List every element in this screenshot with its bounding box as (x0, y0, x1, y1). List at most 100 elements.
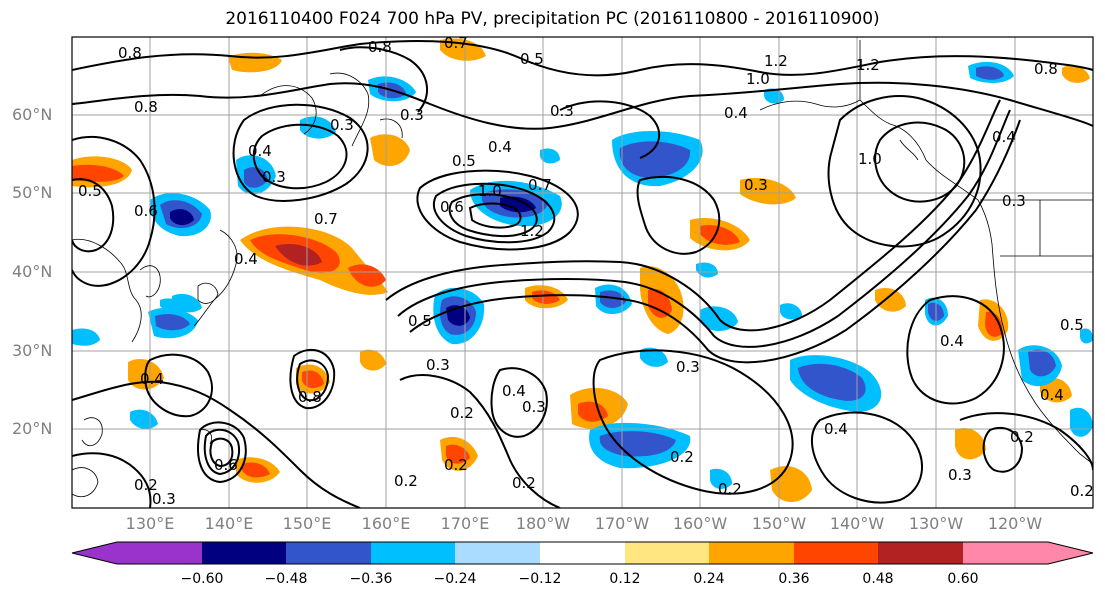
contour-labels: 0.8 0.8 0.8 0.7 0.5 0.3 0.3 0.4 0.4 0.3 … (78, 34, 1094, 508)
svg-text:0.5: 0.5 (452, 152, 476, 170)
colorbar-extend-low (72, 542, 117, 564)
svg-text:0.4: 0.4 (248, 142, 272, 160)
colorbar-cell (455, 542, 540, 564)
svg-text:0.8: 0.8 (368, 38, 392, 56)
svg-text:0.4: 0.4 (488, 138, 512, 156)
svg-text:0.8: 0.8 (134, 98, 158, 116)
lat-label-60n: 60°N (12, 105, 53, 124)
svg-text:0.3: 0.3 (262, 168, 286, 186)
svg-text:0.6: 0.6 (440, 198, 464, 216)
svg-text:0.5: 0.5 (78, 182, 102, 200)
map-title: 2016110400 F024 700 hPa PV, precipitatio… (225, 9, 880, 29)
svg-text:0.2: 0.2 (134, 476, 158, 494)
colorbar-cell (117, 542, 202, 564)
colorbar-label-pos024: 0.24 (693, 571, 725, 587)
colorbar-cell (625, 542, 709, 564)
lon-label-120w: 120°W (987, 514, 1043, 533)
svg-text:1.0: 1.0 (746, 70, 770, 88)
colorbar-cell (371, 542, 455, 564)
svg-text:0.2: 0.2 (444, 456, 468, 474)
svg-text:0.8: 0.8 (298, 388, 322, 406)
map-frame (71, 36, 1094, 509)
precip-shading (72, 38, 1093, 502)
svg-text:0.3: 0.3 (330, 116, 354, 134)
colorbar-label-neg024: −0.24 (433, 571, 477, 587)
lon-label-160e: 160°E (361, 514, 411, 533)
coastlines (72, 40, 1093, 498)
colorbar-extend-high (1048, 542, 1093, 564)
colorbar-cell (202, 542, 286, 564)
colorbar-label-pos036: 0.36 (778, 571, 810, 587)
svg-text:1.2: 1.2 (764, 52, 788, 70)
lon-label-170e: 170°E (440, 514, 490, 533)
svg-text:0.6: 0.6 (134, 202, 158, 220)
svg-text:0.3: 0.3 (522, 398, 546, 416)
svg-text:0.3: 0.3 (426, 356, 450, 374)
colorbar-label-neg048: −0.48 (264, 571, 308, 587)
svg-text:0.5: 0.5 (1060, 316, 1084, 334)
colorbar-cell (963, 542, 1048, 564)
svg-text:0.8: 0.8 (118, 44, 142, 62)
colorbar-cell (286, 542, 371, 564)
svg-text:1.0: 1.0 (858, 150, 882, 168)
colorbar-label-neg036: −0.36 (349, 571, 393, 587)
svg-text:0.4: 0.4 (824, 420, 848, 438)
svg-text:0.7: 0.7 (444, 34, 468, 52)
lon-label-180w: 180°W (515, 514, 571, 533)
pv-contours (72, 39, 1093, 508)
colorbar-cell (540, 542, 625, 564)
svg-text:0.7: 0.7 (314, 210, 338, 228)
lat-label-50n: 50°N (12, 183, 53, 202)
lon-label-170w: 170°W (594, 514, 650, 533)
colorbar-cell (878, 542, 963, 564)
svg-text:0.4: 0.4 (724, 104, 748, 122)
colorbar-label-pos048: 0.48 (862, 571, 894, 587)
colorbar-cell (794, 542, 878, 564)
lon-label-150w: 150°W (751, 514, 807, 533)
lon-label-140e: 140°E (204, 514, 254, 533)
svg-text:0.2: 0.2 (1010, 428, 1034, 446)
svg-text:0.4: 0.4 (1040, 386, 1064, 404)
svg-text:0.2: 0.2 (670, 448, 694, 466)
svg-text:0.3: 0.3 (744, 176, 768, 194)
svg-text:1.2: 1.2 (856, 56, 880, 74)
svg-text:0.3: 0.3 (400, 106, 424, 124)
svg-text:0.2: 0.2 (450, 404, 474, 422)
svg-text:0.3: 0.3 (948, 466, 972, 484)
svg-text:0.5: 0.5 (520, 50, 544, 68)
svg-text:0.4: 0.4 (992, 128, 1016, 146)
svg-text:0.4: 0.4 (940, 332, 964, 350)
colorbar-label-pos012: 0.12 (609, 571, 641, 587)
svg-text:0.3: 0.3 (676, 358, 700, 376)
graticule (72, 37, 1093, 508)
svg-text:0.2: 0.2 (718, 480, 742, 498)
svg-text:0.6: 0.6 (214, 456, 238, 474)
svg-text:0.7: 0.7 (528, 176, 552, 194)
lat-label-30n: 30°N (12, 341, 53, 360)
colorbar-cell (709, 542, 794, 564)
svg-text:0.4: 0.4 (502, 382, 526, 400)
lon-label-130w: 130°W (908, 514, 964, 533)
svg-text:0.4: 0.4 (234, 250, 258, 268)
colorbar-label-neg060: −0.60 (180, 571, 224, 587)
svg-text:0.3: 0.3 (1002, 192, 1026, 210)
colorbar-label-neg012: −0.12 (518, 571, 562, 587)
svg-text:0.2: 0.2 (1070, 482, 1094, 500)
svg-text:0.2: 0.2 (394, 472, 418, 490)
colorbar-outline (71, 541, 1094, 565)
lon-label-150e: 150°E (282, 514, 332, 533)
svg-text:0.3: 0.3 (152, 490, 176, 508)
lon-label-140w: 140°W (829, 514, 885, 533)
svg-text:1.2: 1.2 (520, 222, 544, 240)
svg-text:0.2: 0.2 (512, 474, 536, 492)
lon-label-130e: 130°E (125, 514, 175, 533)
lat-label-20n: 20°N (12, 419, 53, 438)
colorbar-label-pos060: 0.60 (947, 571, 979, 587)
svg-text:1.0: 1.0 (478, 182, 502, 200)
svg-text:0.8: 0.8 (1034, 60, 1058, 78)
svg-text:0.3: 0.3 (550, 102, 574, 120)
svg-text:0.5: 0.5 (408, 312, 432, 330)
svg-text:0.4: 0.4 (140, 370, 164, 388)
